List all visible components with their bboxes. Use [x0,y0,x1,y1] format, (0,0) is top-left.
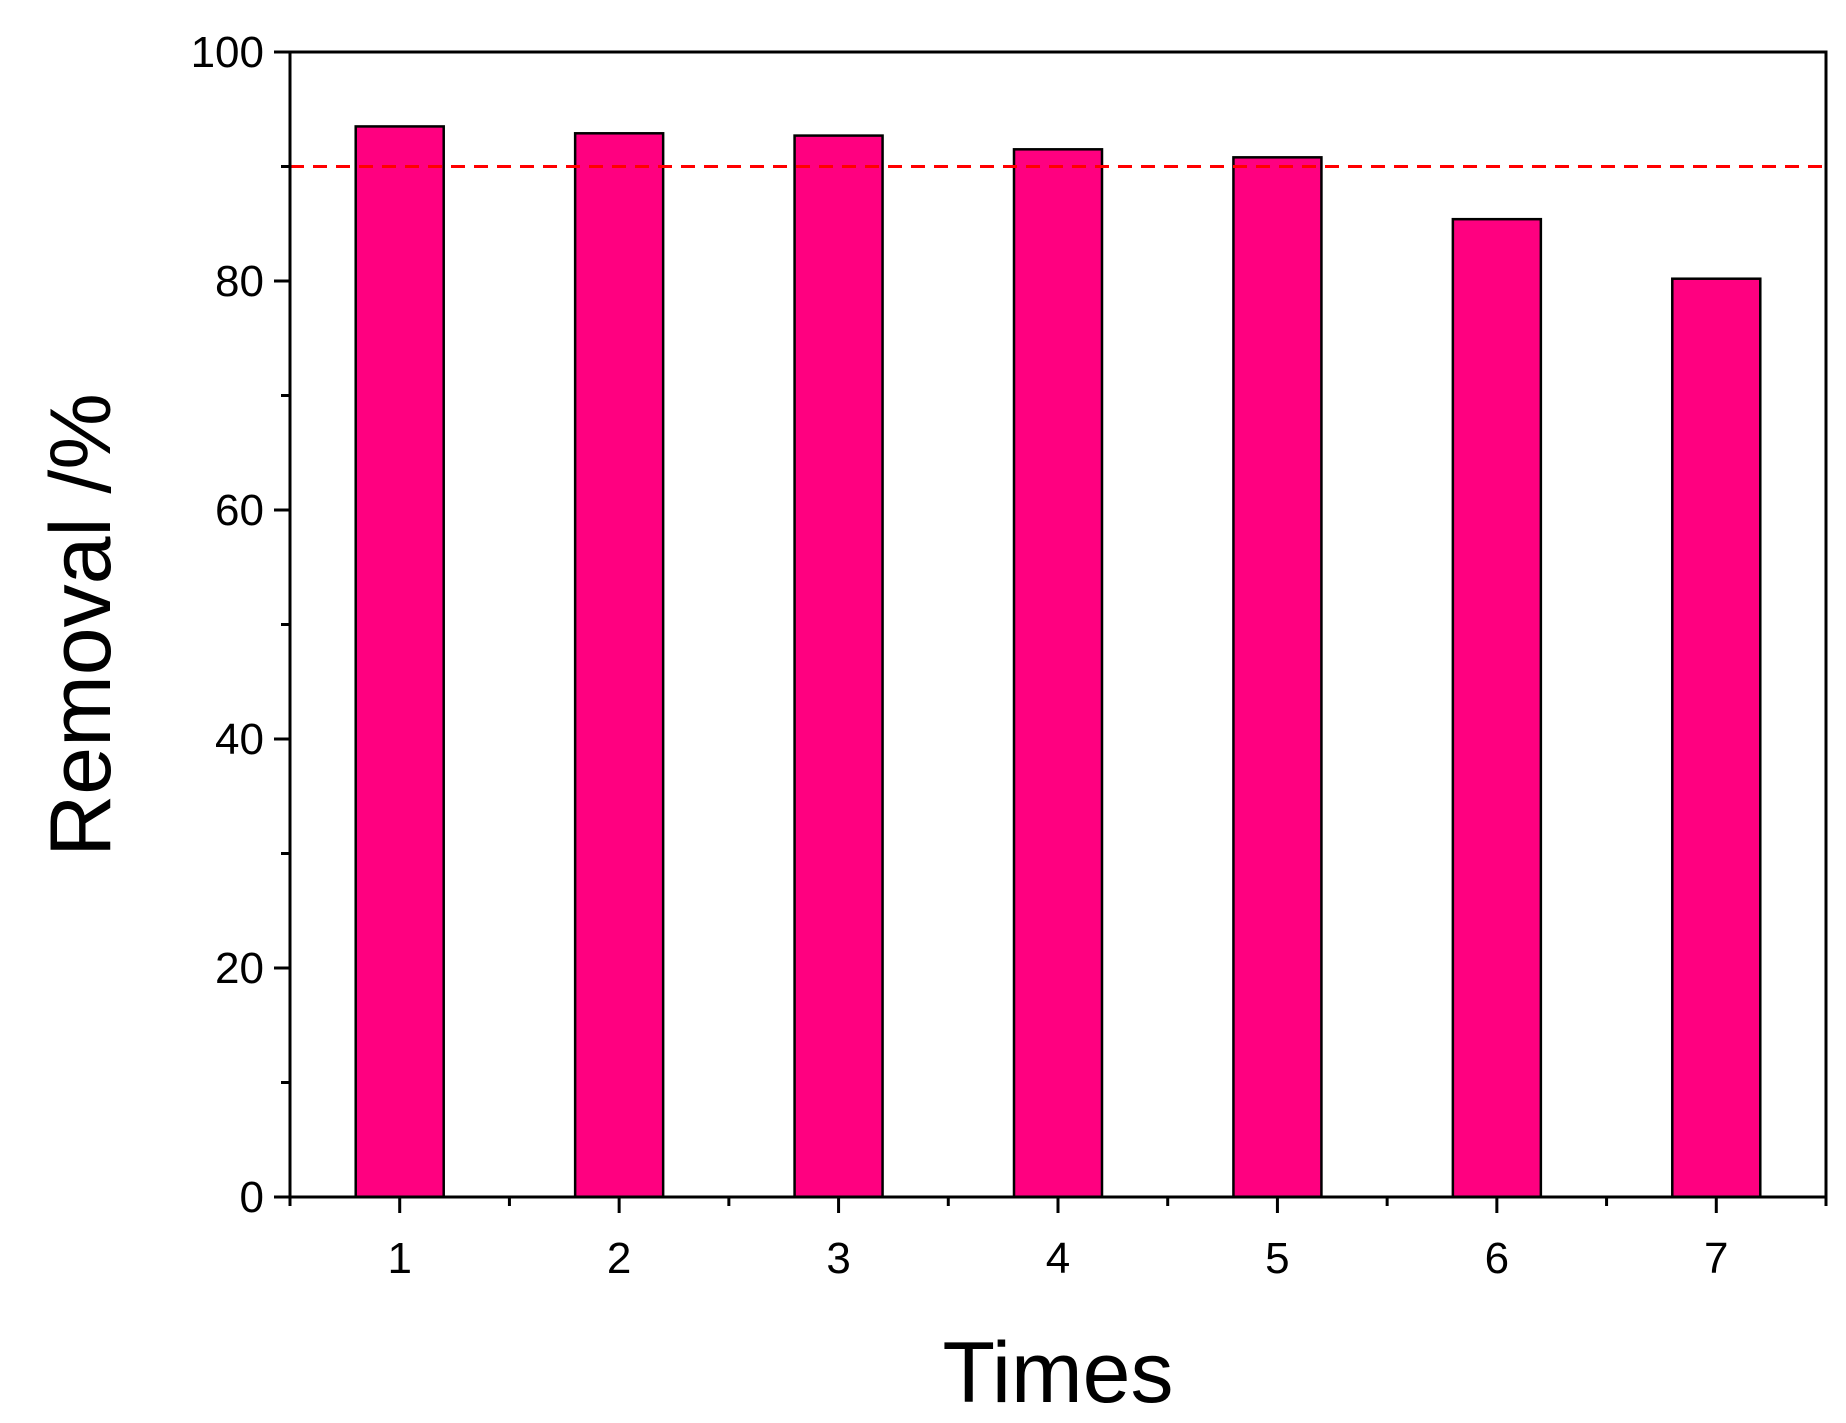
bars [354,125,1762,1199]
y-tick-label: 100 [191,28,264,77]
y-tick-label: 40 [215,715,264,764]
y-tick-label: 0 [240,1173,264,1222]
x-tick-label: 3 [826,1234,850,1283]
bar-4 [1012,148,1104,1199]
x-tick-label: 2 [607,1234,631,1283]
x-tick-label: 4 [1046,1234,1070,1283]
x-tick-label: 7 [1704,1234,1728,1283]
axis-ticks: 0 20 40 60 80 100 1 2 3 4 5 6 7 [191,28,1828,1283]
bar-1 [354,125,445,1199]
bar-5 [1232,156,1323,1199]
bar-2 [573,132,665,1199]
x-tick-label: 1 [387,1234,411,1283]
y-axis-title: Removal /% [33,393,129,857]
y-tick-label: 60 [215,486,264,535]
x-tick-label: 5 [1265,1234,1289,1283]
x-tick-label: 6 [1485,1234,1509,1283]
y-tick-label: 20 [215,944,264,993]
x-axis-title: Times [943,1325,1174,1421]
bar-7 [1671,277,1762,1199]
bar-3 [793,134,884,1199]
y-tick-label: 80 [215,257,264,306]
bar-6 [1451,217,1543,1199]
